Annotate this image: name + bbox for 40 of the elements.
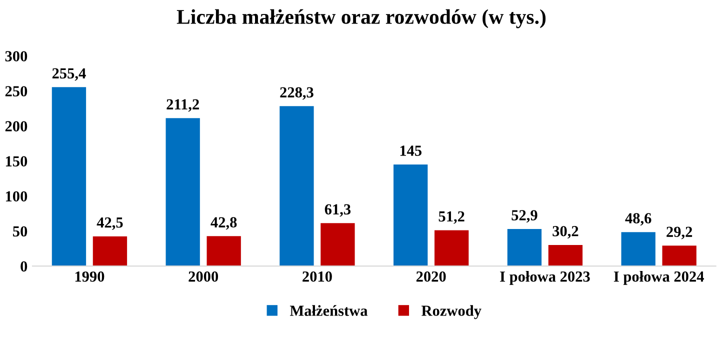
data-label: 29,2	[666, 226, 692, 240]
x-tick-label: 2010	[302, 271, 332, 282]
data-label: 48,6	[625, 213, 652, 226]
data-label: 211,2	[166, 99, 199, 112]
y-tick-label: 300	[5, 51, 28, 62]
bar	[206, 236, 241, 266]
data-label: 145	[400, 146, 422, 156]
bar	[621, 232, 656, 266]
data-label: 228,3	[280, 87, 314, 100]
data-label: 61,3	[324, 204, 351, 217]
x-tick-label: 2020	[416, 271, 446, 282]
y-tick-label: 250	[5, 86, 28, 96]
data-label: 51,2	[438, 211, 464, 224]
y-tick-label: 200	[5, 121, 28, 132]
y-tick-label: 150	[6, 156, 28, 166]
bar	[662, 246, 696, 266]
data-label: 30,2	[552, 226, 578, 239]
data-label: 52,9	[512, 210, 538, 223]
bar	[166, 118, 200, 266]
chart-title: Liczba małżeństw oraz rozwodów (w tys.)	[176, 9, 546, 28]
bar	[507, 229, 542, 266]
legend-label: Małżeństwa	[290, 305, 368, 316]
x-tick-label: 2000	[188, 271, 218, 282]
y-tick-label: 50	[13, 226, 28, 237]
bar	[52, 87, 86, 266]
y-tick-label: 100	[6, 191, 28, 202]
bar	[280, 106, 314, 266]
y-tick-label: 0	[20, 261, 28, 272]
data-label: 42,5	[96, 217, 123, 230]
x-tick-label: 1990	[75, 271, 104, 282]
data-label: 42,8	[210, 217, 237, 230]
x-tick-label: I połowa 2023	[500, 270, 590, 285]
bar	[394, 164, 428, 266]
bar	[434, 230, 469, 266]
x-tick-label: I połowa 2024	[614, 270, 704, 285]
bar	[92, 236, 128, 266]
legend-label: Rozwody	[422, 305, 482, 320]
data-label: 255,4	[52, 68, 86, 81]
bar	[320, 223, 355, 266]
bar	[548, 244, 583, 266]
